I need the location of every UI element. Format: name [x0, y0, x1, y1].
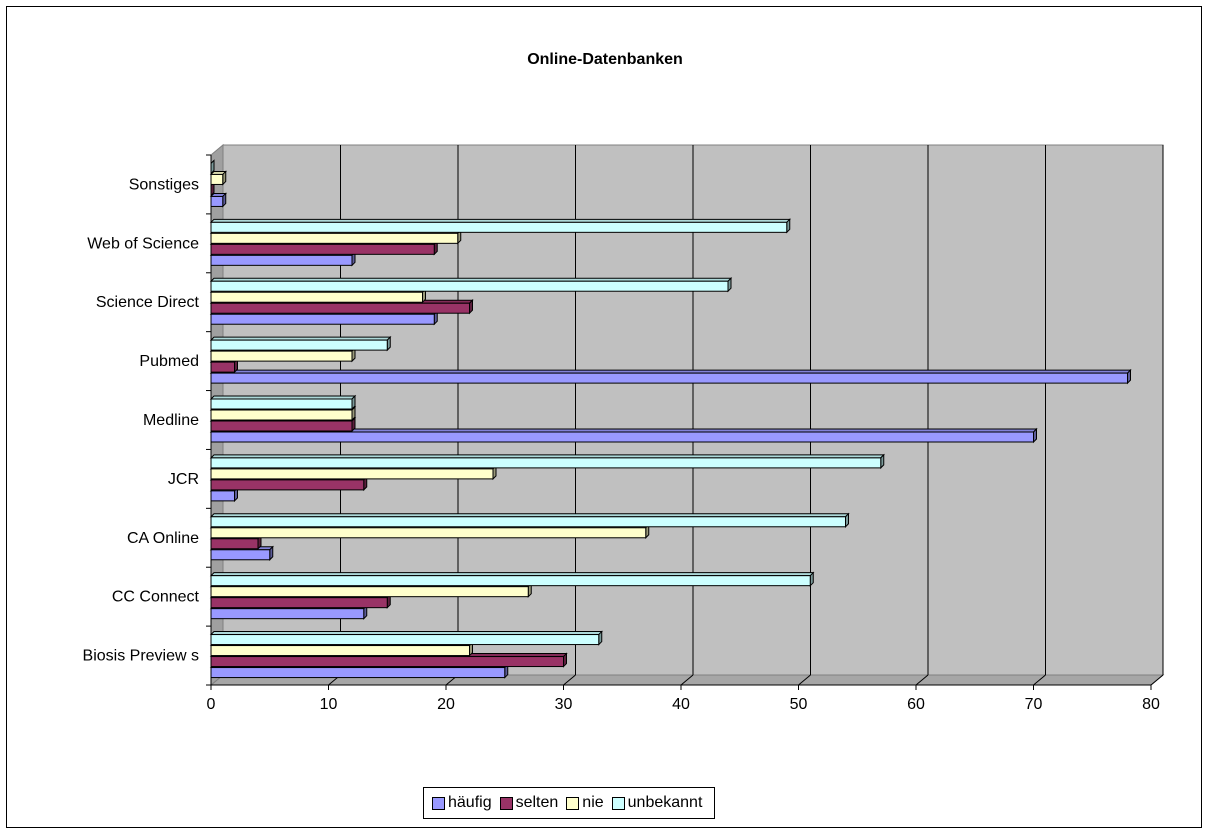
y-tick-label: Science Direct — [96, 294, 200, 311]
bar — [210, 302, 470, 314]
bar — [210, 398, 353, 410]
bar — [210, 549, 271, 561]
bar — [210, 232, 459, 244]
bar — [210, 538, 259, 550]
bar — [210, 527, 647, 539]
legend-item: selten — [499, 794, 559, 812]
x-tick-label: 40 — [672, 696, 690, 713]
y-tick-label: CC Connect — [112, 589, 200, 606]
y-tick-label: CA Online — [127, 530, 199, 547]
bar — [210, 586, 529, 598]
bar — [210, 280, 729, 292]
bar — [210, 431, 1034, 443]
x-tick-label: 70 — [1025, 696, 1043, 713]
bar — [210, 361, 235, 373]
bar — [210, 339, 388, 351]
x-tick-label: 30 — [555, 696, 573, 713]
legend-item: nie — [566, 794, 604, 812]
bar — [210, 490, 235, 502]
legend-label: selten — [515, 794, 559, 811]
bar — [210, 575, 811, 587]
bar — [210, 468, 494, 480]
bar — [210, 372, 1128, 384]
legend-swatch — [611, 796, 625, 810]
gridline-floor — [680, 674, 694, 686]
y-tick-label: Pubmed — [139, 353, 199, 370]
bar — [210, 597, 388, 609]
y-tick-label: Sonstiges — [129, 176, 199, 193]
y-tick-label: Web of Science — [87, 235, 199, 252]
bar — [210, 420, 353, 432]
bar — [210, 173, 224, 185]
legend-label: unbekannt — [627, 794, 703, 811]
bar — [210, 409, 353, 421]
x-tick-label: 0 — [207, 696, 216, 713]
bar — [210, 479, 365, 491]
legend-item: häufig — [432, 794, 492, 812]
bar-chart: 0 10 20 30 40 50 60 70 80 Biosis Preview s CC Conn… — [83, 143, 1165, 713]
y-tick-label: Biosis Preview s — [83, 648, 199, 665]
bar — [210, 634, 600, 646]
bar — [210, 243, 435, 255]
gridline-floor — [1033, 674, 1046, 686]
legend-swatch — [566, 796, 580, 810]
legend-label: nie — [582, 794, 604, 811]
y-tick-label: JCR — [168, 471, 199, 488]
x-tick-label: 20 — [437, 696, 455, 713]
gridline-floor — [915, 674, 929, 686]
x-tick-label: 60 — [907, 696, 925, 713]
bar — [210, 457, 882, 469]
legend-label: häufig — [448, 794, 492, 811]
bar — [210, 254, 353, 266]
legend: häufig selten nie unbekannt — [423, 787, 716, 819]
x-tick-label: 10 — [320, 696, 338, 713]
bar — [210, 667, 506, 679]
gridline-floor — [798, 674, 811, 686]
legend-swatch — [432, 796, 445, 810]
legend-item: unbekannt — [611, 794, 703, 812]
bar — [210, 313, 435, 325]
chart-frame: Online-Datenbanken 0 10 20 30 40 50 60 70 80 Bios… — [6, 6, 1202, 828]
bar — [210, 350, 353, 362]
bar — [210, 221, 788, 233]
bar — [210, 645, 470, 657]
x-tick-label: 80 — [1142, 696, 1160, 713]
bar — [210, 195, 224, 207]
x-tick-label: 50 — [790, 696, 808, 713]
chart-title: Online-Datenbanken — [527, 51, 683, 68]
y-tick-label: Medline — [143, 412, 199, 429]
gridline-floor — [1150, 674, 1164, 686]
bar — [210, 656, 564, 668]
bar — [210, 516, 846, 528]
legend-swatch — [499, 796, 513, 810]
bar — [210, 291, 423, 303]
gridline-floor — [563, 674, 576, 686]
bar — [210, 608, 365, 620]
